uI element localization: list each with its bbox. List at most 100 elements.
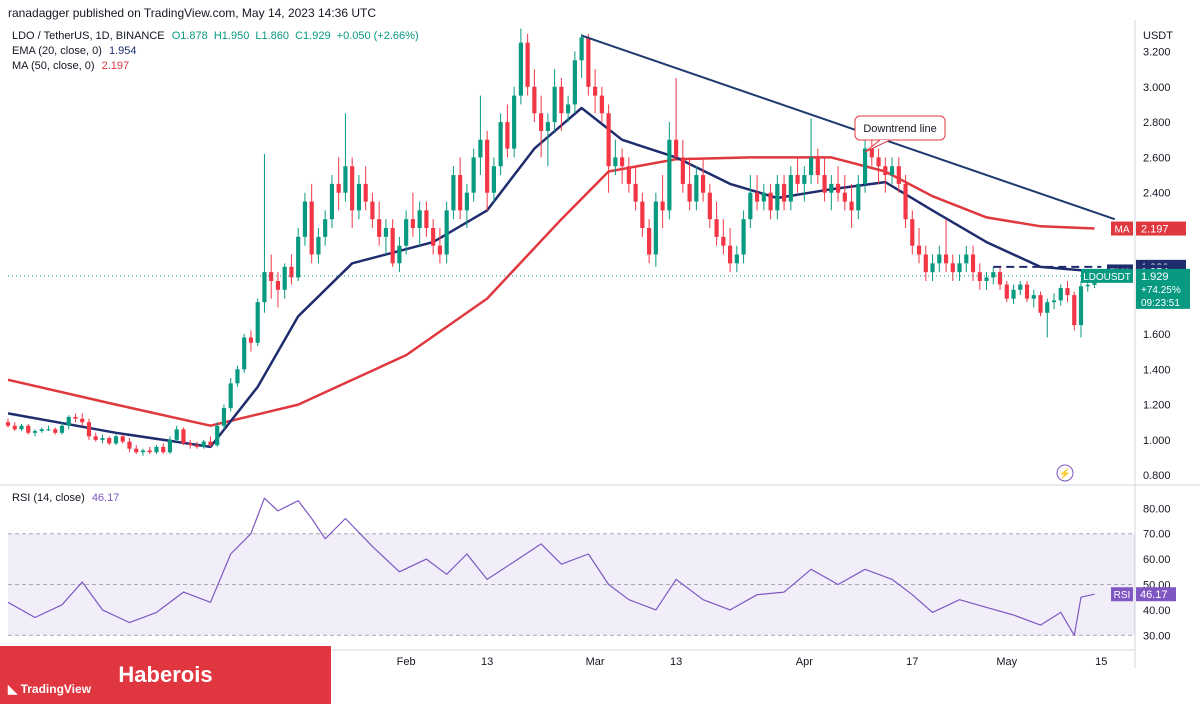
downtrend-line	[581, 34, 1116, 221]
candle-body	[431, 228, 436, 246]
candle-body	[660, 201, 665, 211]
brand-name: Haberois	[118, 662, 213, 687]
candle-body	[498, 122, 503, 167]
candle-body	[761, 192, 766, 202]
candle-body	[903, 183, 908, 220]
candle-body	[161, 446, 166, 453]
candle-body	[147, 450, 152, 453]
rsi-value-badge: 46.17	[1140, 589, 1168, 601]
candle-body	[876, 157, 881, 167]
ma-legend[interactable]: MA (50, close, 0) 2.197	[12, 60, 129, 72]
candle-body	[181, 429, 186, 444]
candle-body	[856, 183, 861, 211]
resistance-badge-value-box	[1136, 259, 1186, 274]
ma-badge-value: 2.197	[1141, 224, 1169, 236]
candle-body	[471, 157, 476, 193]
candle-body	[228, 383, 233, 409]
rsi-legend[interactable]: RSI (14, close) 46.17	[12, 492, 119, 504]
candle-body	[518, 42, 523, 96]
candle-body	[215, 425, 220, 446]
ema-badge-tag: EMA	[1109, 267, 1131, 278]
candle-body	[100, 438, 105, 440]
price-tick-label: 3.000	[1143, 82, 1171, 94]
candle-body	[599, 95, 604, 114]
candle-body	[842, 192, 847, 202]
price-tick-label: 1.800	[1143, 294, 1171, 306]
ma-badge-tag-box	[1111, 221, 1133, 236]
brand-banner: Haberois	[0, 646, 331, 704]
candle-body	[140, 450, 146, 453]
close-value: C1.929	[295, 30, 331, 42]
candle-body	[727, 245, 733, 264]
candle-body	[943, 254, 949, 264]
candle-body	[437, 245, 442, 255]
candle-body	[822, 175, 827, 193]
price-tick-label: 2.600	[1143, 152, 1171, 164]
ema-badge-value-box	[1136, 264, 1186, 279]
candle-body	[829, 183, 834, 193]
rsi-band	[8, 533, 1135, 636]
candle-body	[667, 139, 672, 211]
candle-body	[208, 441, 213, 446]
candle-body	[221, 408, 227, 426]
candle-body	[1038, 295, 1043, 313]
candle-body	[977, 272, 982, 281]
candle-body	[572, 60, 577, 105]
candle-body	[910, 219, 915, 246]
candle-body	[201, 441, 206, 447]
candle-body	[1058, 288, 1063, 301]
candle-body	[1078, 286, 1084, 326]
price-tick-label: 2.400	[1143, 188, 1171, 200]
time-tick-label: 15	[1095, 656, 1107, 668]
candle-body	[93, 436, 98, 440]
candle-body	[451, 175, 456, 211]
candle-body	[397, 245, 402, 264]
candle-body	[444, 210, 449, 255]
candle-body	[889, 166, 895, 176]
candle-body	[134, 448, 139, 453]
rsi-tick-label: 30.00	[1143, 630, 1171, 642]
price-tick-label: 2.200	[1143, 223, 1171, 235]
ema-value: 1.954	[108, 45, 137, 57]
candle-body	[323, 219, 328, 237]
candle-body	[194, 445, 200, 447]
candle-body	[950, 263, 955, 273]
candle-body	[73, 416, 78, 419]
candle-body	[485, 139, 490, 193]
candle-body	[896, 166, 901, 184]
candle-body	[808, 157, 814, 176]
candle-body	[491, 166, 496, 193]
candle-body	[390, 228, 395, 264]
candle-body	[707, 192, 712, 220]
rsi-tick-label: 40.00	[1143, 605, 1171, 617]
rsi-value-box	[1136, 587, 1176, 602]
candle-body	[255, 302, 260, 343]
candle-body	[566, 104, 571, 114]
candle-body	[424, 210, 429, 229]
candle-body	[714, 219, 719, 237]
candle-body	[984, 277, 989, 281]
candle-body	[248, 337, 254, 343]
candle-body	[174, 429, 179, 440]
symbol-label[interactable]: LDO / TetherUS, 1D, BINANCE	[12, 30, 165, 42]
candle-body	[1031, 295, 1036, 299]
candle-body	[997, 272, 1003, 285]
rsi-label: RSI (14, close)	[12, 492, 85, 504]
time-tick-label: Mar	[586, 656, 605, 668]
ema-legend[interactable]: EMA (20, close, 0) 1.954	[12, 45, 136, 57]
tradingview-logo[interactable]: ◣ TradingView	[8, 682, 92, 696]
candle-body	[734, 254, 739, 264]
candle-body	[1085, 284, 1090, 287]
candle-body	[1051, 300, 1057, 303]
candle-body	[869, 148, 874, 158]
candle-body	[269, 272, 274, 281]
candle-body	[545, 122, 550, 131]
candle-body	[329, 183, 335, 220]
symbol-tag-box	[1081, 268, 1133, 283]
candle-body	[336, 183, 341, 193]
candle-body	[32, 431, 38, 433]
candle-body	[343, 166, 348, 193]
symbol-tag: LDOUSDT	[1083, 272, 1131, 283]
